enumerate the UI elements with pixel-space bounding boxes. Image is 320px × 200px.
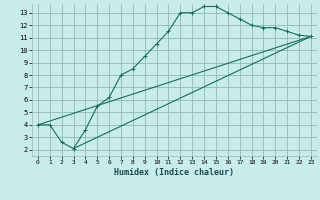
X-axis label: Humidex (Indice chaleur): Humidex (Indice chaleur) [115, 168, 234, 177]
